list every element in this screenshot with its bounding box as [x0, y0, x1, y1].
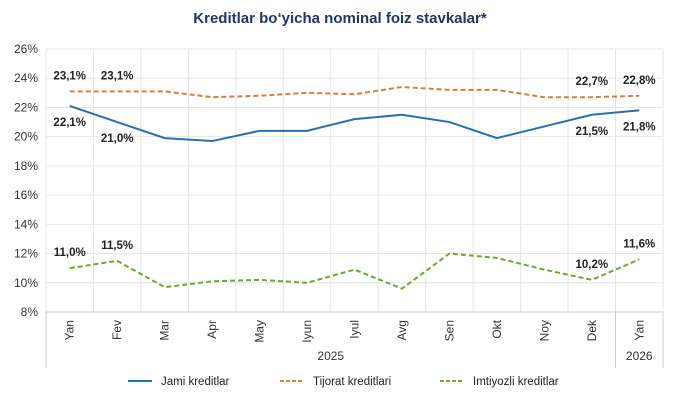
x-tick-label: Mar — [158, 320, 172, 341]
data-label: 11,5% — [101, 240, 133, 252]
y-tick-label: 16% — [14, 188, 38, 202]
series-line-0 — [69, 105, 640, 143]
legend-label: Imtiyozli kreditlar — [473, 376, 559, 388]
data-label: 22,1% — [53, 117, 86, 129]
year-label: 2025 — [317, 349, 344, 363]
series-line-1 — [69, 85, 640, 99]
x-tick-label: May — [253, 320, 267, 343]
data-label: 21,8% — [623, 121, 656, 133]
data-label: 22,8% — [623, 75, 656, 87]
y-tick-label: 14% — [14, 217, 38, 231]
year-label: 2026 — [626, 349, 653, 363]
x-tick-label: Avg — [395, 320, 409, 340]
y-tick-label: 22% — [14, 100, 38, 114]
x-tick-label: Noy — [537, 320, 551, 341]
y-tick-label: 10% — [14, 276, 38, 290]
y-tick-label: 12% — [14, 247, 38, 261]
data-label: 21,0% — [101, 133, 134, 145]
x-tick-label: Sen — [442, 320, 456, 341]
x-tick-label: Apr — [205, 320, 219, 339]
x-tick-label: Okt — [490, 319, 504, 338]
y-tick-label: 26% — [14, 42, 38, 56]
x-tick-label: Fev — [110, 320, 124, 340]
y-tick-label: 8% — [21, 305, 39, 319]
legend-label: Jami kreditlar — [161, 376, 230, 388]
x-tick-label: Yan — [632, 320, 646, 340]
x-tick-label: Yan — [63, 320, 77, 340]
y-tick-label: 18% — [14, 159, 38, 173]
x-tick-label: Iyul — [348, 320, 362, 339]
series-line-2 — [69, 252, 640, 290]
legend-label: Tijorat kreditlari — [313, 376, 391, 388]
data-label: 22,7% — [576, 76, 609, 88]
y-tick-label: 20% — [14, 130, 38, 144]
x-tick-label: Iyun — [300, 320, 314, 343]
data-label: 10,2% — [576, 259, 609, 271]
data-label: 11,6% — [623, 238, 655, 250]
chart-title: Kreditlar bo‘yicha nominal foiz stavkala… — [193, 10, 487, 27]
data-label: 21,5% — [576, 126, 609, 138]
y-tick-label: 24% — [14, 71, 38, 85]
data-label: 23,1% — [101, 70, 134, 82]
data-label: 23,1% — [53, 70, 86, 82]
x-tick-label: Dek — [585, 319, 599, 341]
data-label: 11,0% — [54, 247, 86, 259]
